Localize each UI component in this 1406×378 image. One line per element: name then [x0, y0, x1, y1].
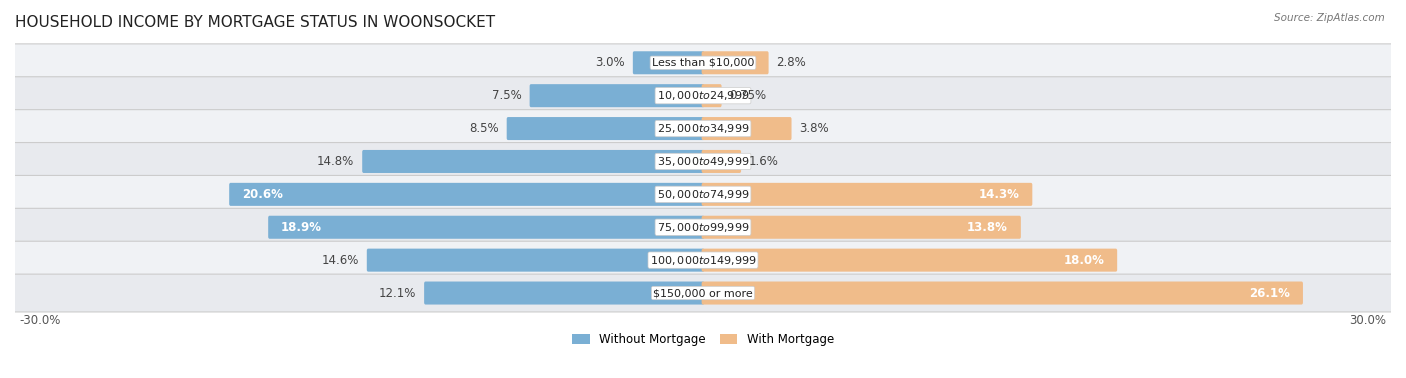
- Text: 18.9%: 18.9%: [281, 221, 322, 234]
- Text: $25,000 to $34,999: $25,000 to $34,999: [657, 122, 749, 135]
- FancyBboxPatch shape: [633, 51, 704, 74]
- Text: 12.1%: 12.1%: [380, 287, 416, 299]
- Text: 3.8%: 3.8%: [800, 122, 830, 135]
- Text: $50,000 to $74,999: $50,000 to $74,999: [657, 188, 749, 201]
- FancyBboxPatch shape: [530, 84, 704, 107]
- FancyBboxPatch shape: [229, 183, 704, 206]
- Text: Less than $10,000: Less than $10,000: [652, 58, 754, 68]
- Text: 1.6%: 1.6%: [749, 155, 779, 168]
- Text: 14.6%: 14.6%: [322, 254, 359, 266]
- Text: 13.8%: 13.8%: [967, 221, 1008, 234]
- FancyBboxPatch shape: [0, 241, 1406, 279]
- Text: $10,000 to $24,999: $10,000 to $24,999: [657, 89, 749, 102]
- Text: 7.5%: 7.5%: [492, 89, 522, 102]
- Text: 0.75%: 0.75%: [730, 89, 766, 102]
- FancyBboxPatch shape: [702, 216, 1021, 239]
- FancyBboxPatch shape: [363, 150, 704, 173]
- FancyBboxPatch shape: [702, 84, 721, 107]
- Text: 3.0%: 3.0%: [595, 56, 626, 69]
- FancyBboxPatch shape: [0, 208, 1406, 246]
- Text: 14.8%: 14.8%: [318, 155, 354, 168]
- Text: 20.6%: 20.6%: [242, 188, 283, 201]
- FancyBboxPatch shape: [702, 282, 1303, 305]
- Legend: Without Mortgage, With Mortgage: Without Mortgage, With Mortgage: [567, 328, 839, 351]
- FancyBboxPatch shape: [702, 117, 792, 140]
- FancyBboxPatch shape: [0, 274, 1406, 312]
- Text: $35,000 to $49,999: $35,000 to $49,999: [657, 155, 749, 168]
- Text: 26.1%: 26.1%: [1249, 287, 1291, 299]
- FancyBboxPatch shape: [0, 110, 1406, 147]
- FancyBboxPatch shape: [0, 175, 1406, 213]
- Text: 14.3%: 14.3%: [979, 188, 1019, 201]
- FancyBboxPatch shape: [425, 282, 704, 305]
- Text: Source: ZipAtlas.com: Source: ZipAtlas.com: [1274, 13, 1385, 23]
- FancyBboxPatch shape: [367, 249, 704, 272]
- FancyBboxPatch shape: [702, 150, 741, 173]
- FancyBboxPatch shape: [269, 216, 704, 239]
- FancyBboxPatch shape: [702, 183, 1032, 206]
- FancyBboxPatch shape: [702, 249, 1118, 272]
- Text: 8.5%: 8.5%: [470, 122, 499, 135]
- FancyBboxPatch shape: [0, 44, 1406, 82]
- Text: HOUSEHOLD INCOME BY MORTGAGE STATUS IN WOONSOCKET: HOUSEHOLD INCOME BY MORTGAGE STATUS IN W…: [15, 15, 495, 30]
- FancyBboxPatch shape: [0, 77, 1406, 115]
- Text: 30.0%: 30.0%: [1350, 313, 1386, 327]
- FancyBboxPatch shape: [506, 117, 704, 140]
- Text: 18.0%: 18.0%: [1063, 254, 1104, 266]
- Text: $150,000 or more: $150,000 or more: [654, 288, 752, 298]
- FancyBboxPatch shape: [702, 51, 769, 74]
- Text: $75,000 to $99,999: $75,000 to $99,999: [657, 221, 749, 234]
- Text: $100,000 to $149,999: $100,000 to $149,999: [650, 254, 756, 266]
- Text: -30.0%: -30.0%: [20, 313, 60, 327]
- Text: 2.8%: 2.8%: [776, 56, 806, 69]
- FancyBboxPatch shape: [0, 143, 1406, 180]
